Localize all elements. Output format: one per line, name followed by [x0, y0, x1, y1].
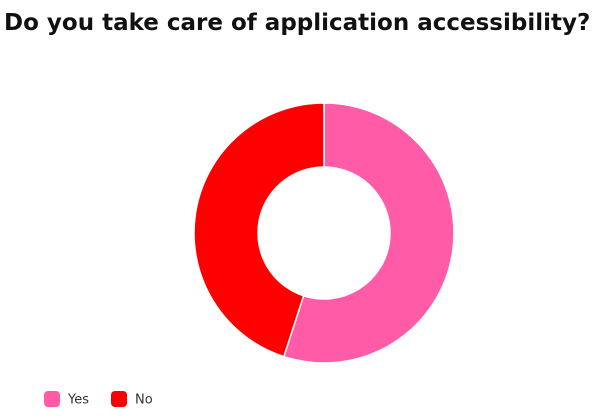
legend-swatch: [44, 391, 60, 407]
donut-segment: [282, 102, 455, 364]
legend-label: No: [135, 393, 153, 408]
chart-title: Do you take care of application accessib…: [4, 10, 590, 36]
legend-label: Yes: [67, 393, 89, 408]
donut-segment: [193, 102, 325, 358]
legend-swatch: [111, 391, 127, 407]
